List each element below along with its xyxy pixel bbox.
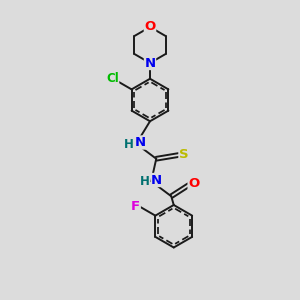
Text: N: N [144,56,156,70]
Text: Cl: Cl [106,72,119,85]
Text: N: N [151,173,162,187]
Text: S: S [179,148,189,161]
Text: H: H [124,139,134,152]
Text: F: F [131,200,140,213]
Text: O: O [188,177,200,190]
Text: H: H [140,175,149,188]
Text: O: O [144,20,156,34]
Text: N: N [135,136,146,149]
